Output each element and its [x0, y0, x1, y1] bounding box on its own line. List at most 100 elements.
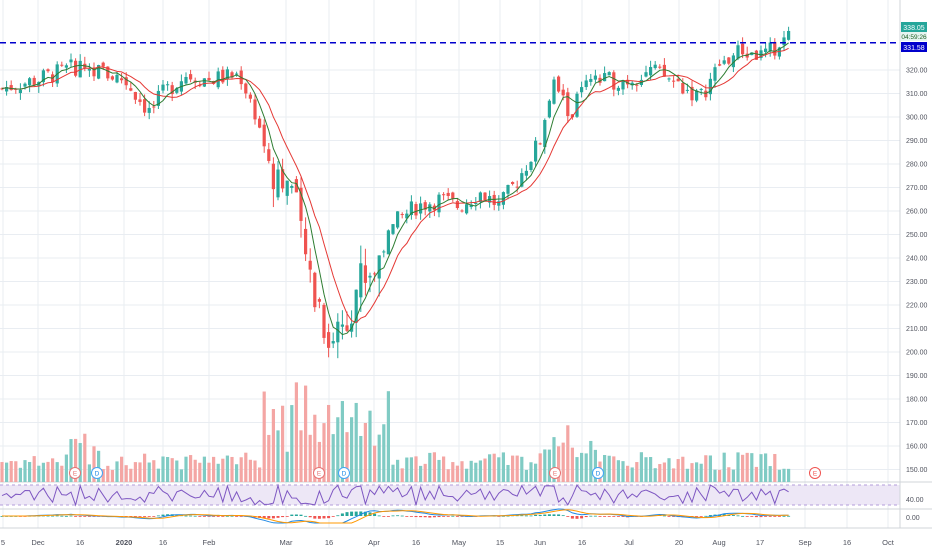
macd-histogram-bar	[534, 514, 538, 516]
candle-body	[97, 65, 101, 79]
dividend-marker[interactable]: D	[91, 467, 103, 479]
level-price-text: 331.58	[903, 45, 925, 52]
candle-body	[419, 203, 423, 214]
macd-histogram-bar	[529, 515, 533, 517]
macd-histogram-bar	[616, 516, 620, 517]
macd-histogram-bar	[782, 515, 786, 517]
macd-histogram-bar	[455, 516, 459, 517]
volume-bar	[396, 459, 400, 482]
candle-body	[736, 45, 740, 59]
macd-histogram-bar	[593, 515, 597, 517]
macd-histogram-bar	[55, 515, 59, 517]
macd-histogram-bar	[446, 516, 450, 517]
candle-body	[294, 179, 298, 193]
candle-body	[409, 201, 413, 215]
macd-histogram-bar	[699, 516, 703, 517]
price-tick-label: 320.00	[906, 68, 928, 75]
price-tick-label: 240.00	[906, 256, 928, 263]
candle-body	[340, 324, 344, 327]
volume-bar	[83, 433, 87, 482]
macd-histogram-bar	[561, 515, 565, 517]
candle-body	[580, 87, 584, 93]
earnings-marker[interactable]: E	[809, 467, 821, 479]
countdown-label: 04:59:26	[901, 32, 927, 41]
candle-body	[552, 79, 556, 104]
candle-body	[538, 143, 542, 145]
volume-bar	[520, 456, 524, 482]
macd-histogram-bar	[589, 515, 593, 517]
macd-histogram-bar	[745, 516, 749, 517]
price-tick-label: 200.00	[906, 350, 928, 357]
candle-body	[722, 60, 726, 64]
volume-bar	[202, 456, 206, 482]
macd-histogram-bar	[662, 515, 666, 517]
volume-bar	[409, 457, 413, 482]
candle-body	[469, 204, 473, 208]
volume-bar	[37, 465, 41, 482]
event-marker-circle	[313, 467, 325, 479]
volume-bar	[138, 462, 142, 482]
candle-body	[0, 88, 4, 90]
volume-bar	[189, 455, 193, 482]
candle-body	[285, 180, 289, 196]
candle-body	[166, 84, 170, 86]
time-axis[interactable]: 5 Dec 16 2020 16 Feb Mar 16 Apr 16 May 15 Jun 16 Jul 20…	[1, 538, 895, 547]
candle-body	[699, 88, 703, 90]
candle-body	[690, 86, 694, 101]
candle-body	[138, 99, 142, 102]
dividend-marker[interactable]: D	[592, 467, 604, 479]
volume-bar	[593, 449, 597, 482]
macd-histogram-bar	[584, 516, 588, 518]
macd-histogram-bar	[294, 514, 298, 516]
event-marker-label: E	[813, 471, 818, 478]
candle-body	[396, 211, 400, 228]
earnings-marker[interactable]: E	[313, 467, 325, 479]
volume-bar	[147, 462, 151, 482]
volume-bar	[152, 460, 156, 482]
event-marker-circle	[69, 467, 81, 479]
macd-histogram-bar	[598, 516, 602, 517]
macd-histogram-bar	[524, 515, 528, 517]
macd-histogram-bar	[138, 516, 142, 517]
price-tick-label: 190.00	[906, 373, 928, 380]
volume-bar	[465, 468, 469, 482]
rsi-line	[1, 483, 789, 507]
candle-body	[317, 299, 321, 302]
volume-bar	[161, 456, 165, 482]
time-tick-label: May	[452, 538, 466, 547]
macd-histogram-bar	[235, 516, 239, 517]
macd-histogram-bar	[695, 516, 699, 517]
volume-bar	[97, 450, 101, 482]
candle-body	[345, 325, 349, 331]
candle-body	[635, 84, 639, 86]
volume-bar	[5, 462, 9, 482]
price-tick-label: 280.00	[906, 162, 928, 169]
candle-body	[782, 37, 786, 46]
volume-bar	[285, 451, 289, 482]
candle-body	[377, 255, 381, 279]
volume-bar	[612, 456, 616, 482]
earnings-marker[interactable]: E	[549, 467, 561, 479]
event-marker-circle	[91, 467, 103, 479]
candle-body	[787, 30, 791, 40]
macd-signal-line	[2, 509, 789, 524]
macd-histogram-bar	[290, 514, 294, 516]
price-axis[interactable]: 320.00 310.00 300.00 290.00 280.00 270.00 260.…	[906, 68, 928, 475]
time-tick-label: Jun	[534, 538, 546, 547]
candle-body	[189, 74, 193, 80]
macd-histogram-bar	[557, 514, 561, 516]
macd-histogram-bar	[304, 515, 308, 517]
candle-body	[304, 228, 308, 255]
volume-bar	[497, 457, 501, 482]
candle-body	[207, 77, 211, 81]
volume-bar	[179, 469, 183, 482]
volume-bar	[589, 440, 593, 482]
earnings-marker[interactable]: E	[69, 467, 81, 479]
time-tick-label: Sep	[798, 538, 811, 547]
candle-body	[603, 73, 607, 82]
volume-bar	[359, 435, 363, 482]
time-tick-label: 16	[578, 538, 586, 547]
dividend-marker[interactable]: D	[338, 467, 350, 479]
